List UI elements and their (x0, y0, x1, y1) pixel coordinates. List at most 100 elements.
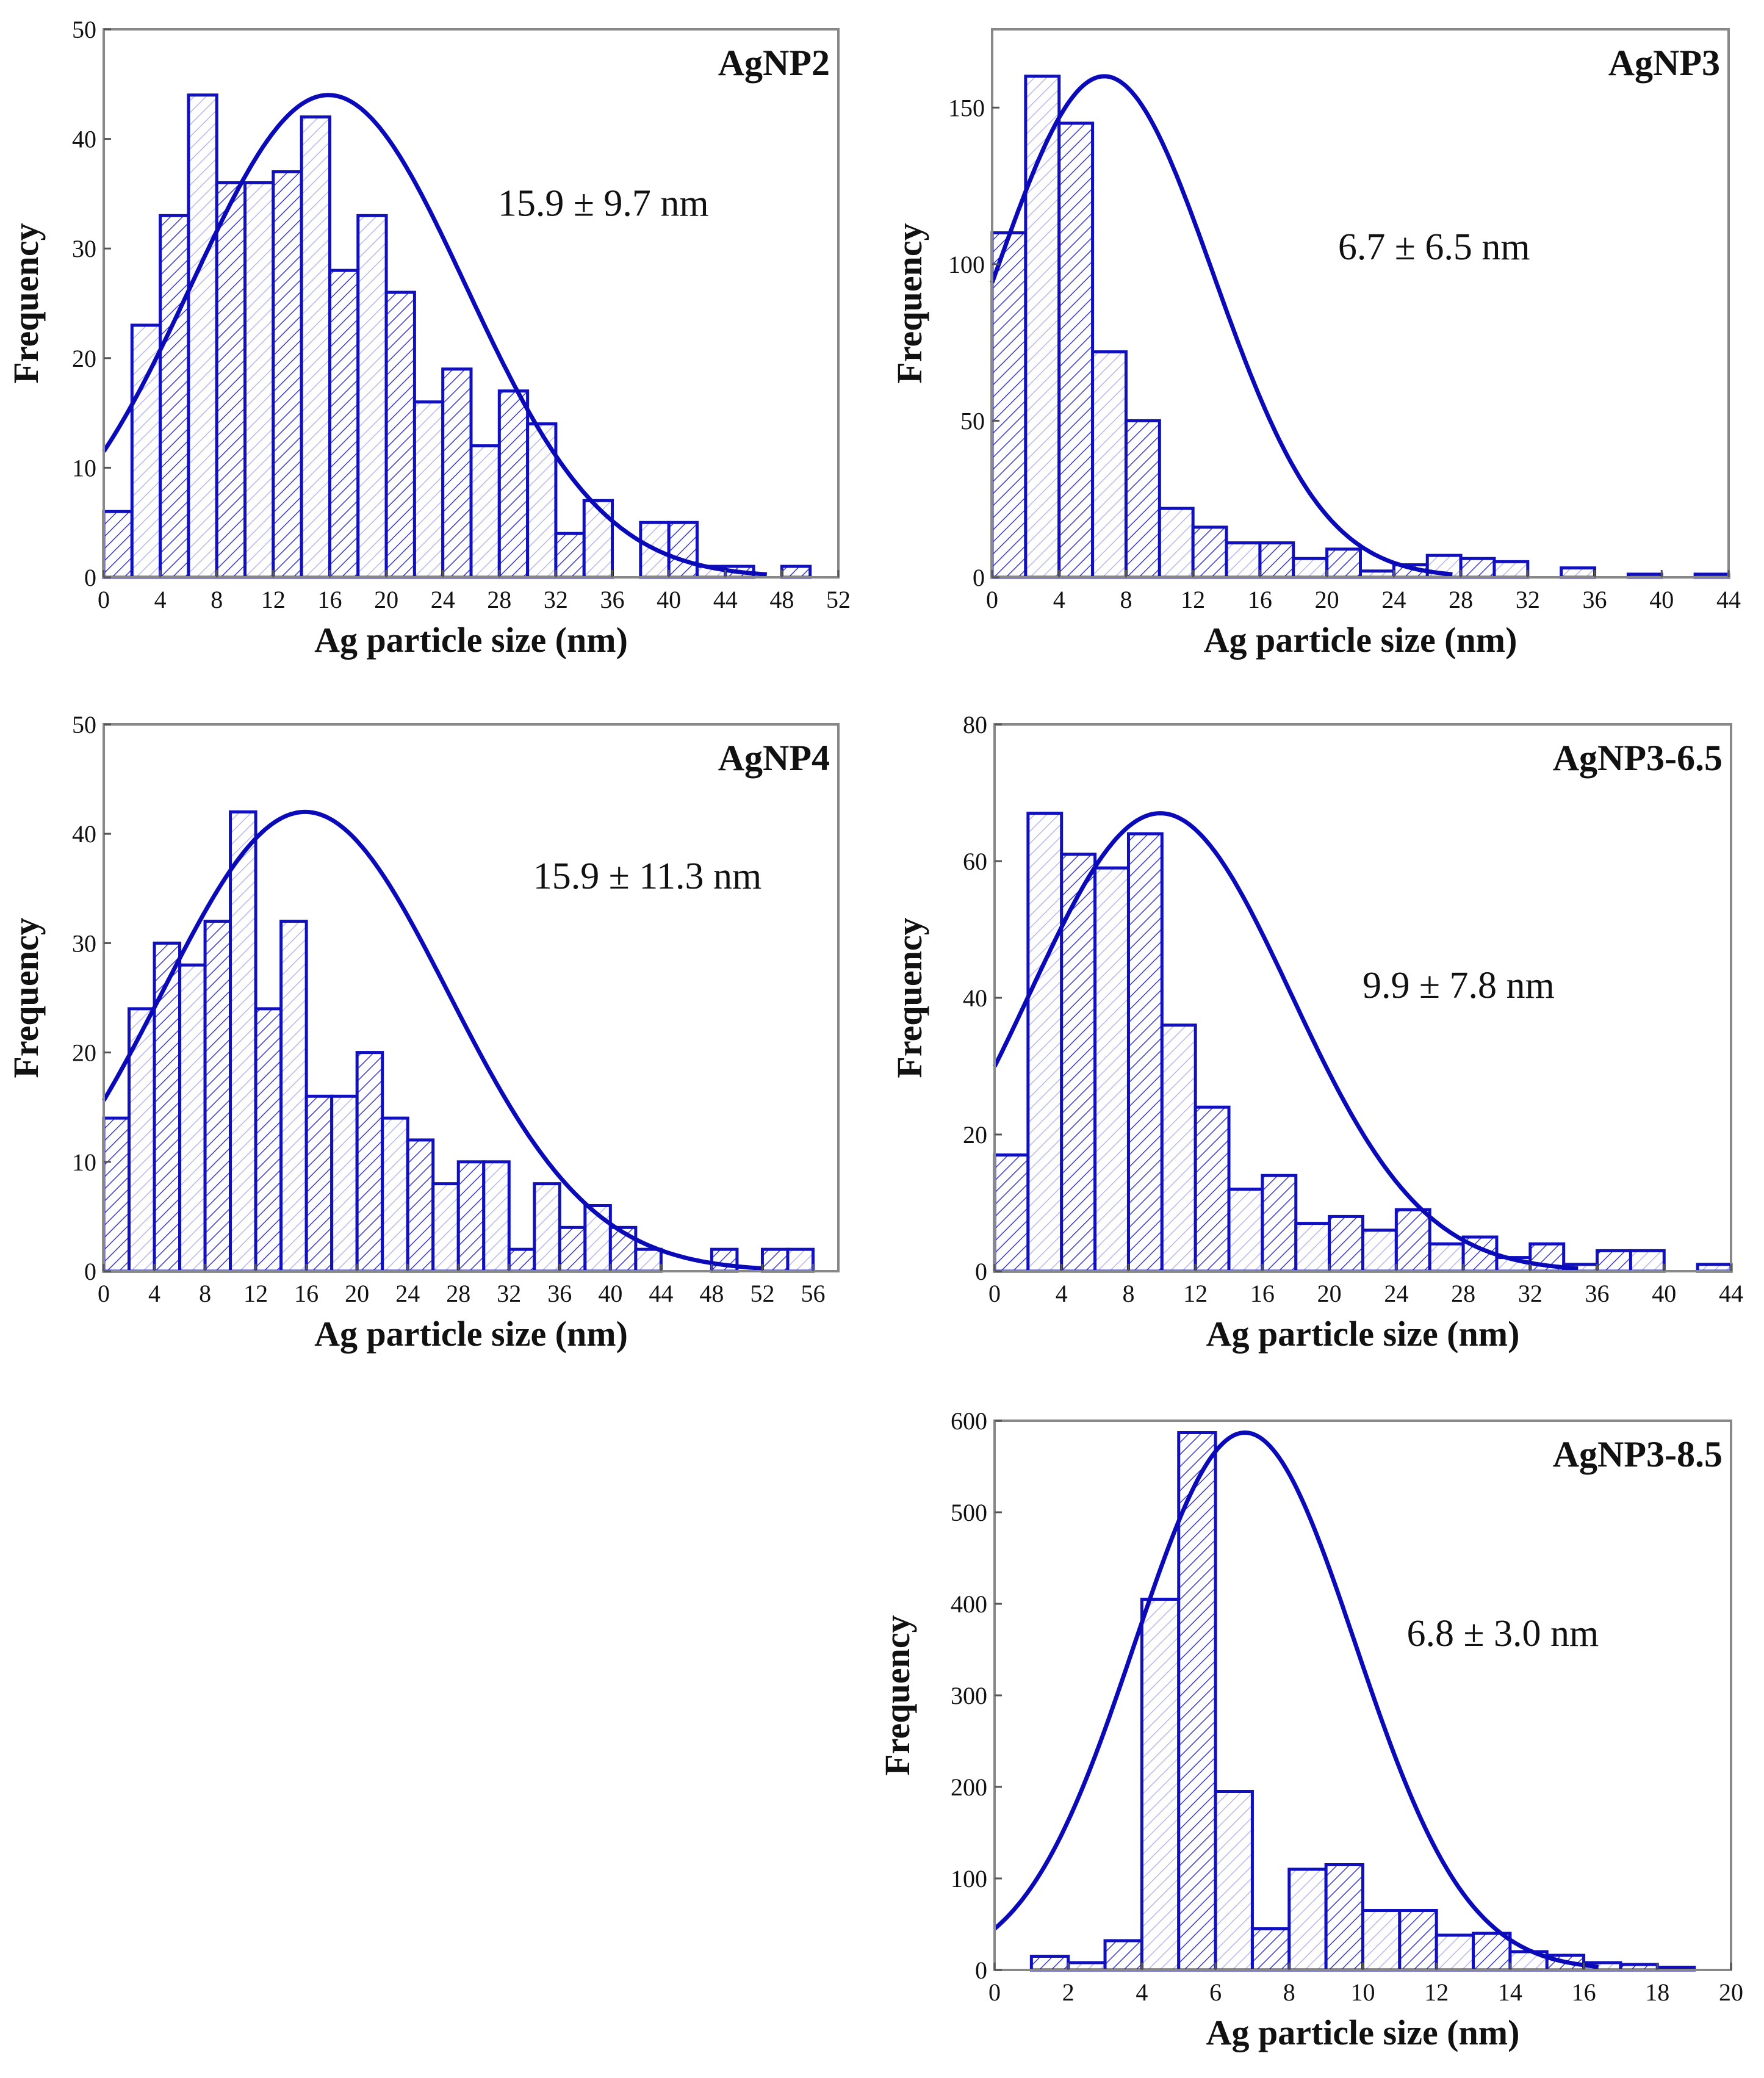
x-tick-label: 44 (1719, 1280, 1743, 1307)
bar (279, 920, 308, 1273)
x-tick-label: 20 (1317, 1280, 1342, 1307)
bar (128, 1007, 156, 1273)
x-tick-label: 12 (1183, 1280, 1208, 1307)
x-tick-label: 10 (1351, 1979, 1375, 2006)
x-axis-label: Ag particle size (nm) (1206, 1314, 1520, 1354)
bar (1225, 541, 1262, 579)
y-tick-label: 10 (72, 454, 96, 482)
bar (667, 521, 699, 579)
mean-sd-annotation: 15.9 ± 9.7 nm (498, 182, 709, 224)
y-tick-label: 0 (973, 564, 985, 591)
x-tick-label: 14 (1498, 1979, 1522, 2006)
x-tick-label: 16 (1250, 1280, 1275, 1307)
x-tick-label: 40 (1649, 586, 1674, 613)
x-tick-label: 44 (1716, 586, 1741, 613)
bar (1157, 507, 1195, 579)
bar (229, 810, 257, 1273)
x-tick-label: 48 (699, 1280, 724, 1307)
bar (1394, 1208, 1431, 1273)
x-tick-label: 4 (148, 1280, 160, 1307)
bar (469, 444, 501, 579)
bar (990, 231, 1028, 579)
plot-frame (991, 28, 1730, 579)
bar (300, 115, 331, 579)
chart-title: AgNP3-8.5 (1553, 1434, 1723, 1474)
bar (243, 181, 275, 579)
x-tick-label: 40 (598, 1280, 622, 1307)
x-tick-label: 52 (750, 1280, 774, 1307)
x-tick-label: 4 (1136, 1979, 1148, 2006)
x-tick-label: 32 (1518, 1280, 1543, 1307)
x-tick-label: 36 (600, 586, 625, 613)
x-tick-label: 16 (317, 586, 342, 613)
bar (634, 1247, 663, 1273)
x-tick-label: 0 (986, 586, 998, 613)
bar (1287, 1867, 1328, 1972)
bar (187, 93, 218, 579)
y-tick-label: 400 (951, 1590, 987, 1618)
bar (1124, 419, 1161, 579)
mean-sd-annotation: 6.7 ± 6.5 nm (1338, 226, 1530, 268)
y-tick-label: 200 (951, 1773, 987, 1801)
x-tick-label: 4 (1056, 1280, 1068, 1307)
x-axis-label: Ag particle size (nm) (314, 1314, 628, 1354)
x-tick-label: 0 (988, 1280, 1001, 1307)
bar (1057, 121, 1095, 579)
y-tick-label: 0 (84, 1258, 96, 1285)
x-tick-label: 0 (988, 1979, 1001, 2006)
bar (328, 269, 360, 579)
gaussian-fit-curve (990, 74, 1453, 577)
y-tick-label: 30 (72, 929, 96, 957)
y-tick-label: 100 (948, 251, 985, 278)
y-tick-label: 80 (963, 711, 987, 738)
y-tick-label: 40 (72, 820, 96, 848)
bar (1126, 832, 1164, 1273)
gaussian-fit-curve (992, 811, 1579, 1271)
x-tick-label: 4 (1053, 586, 1065, 613)
y-tick-label: 300 (951, 1682, 987, 1709)
x-tick-label: 28 (1451, 1280, 1475, 1307)
bar (1472, 1932, 1512, 1972)
bar (1026, 812, 1064, 1273)
bar (381, 1116, 409, 1273)
y-tick-label: 20 (963, 1121, 987, 1149)
bar (1258, 541, 1295, 579)
y-tick-label: 20 (72, 1039, 96, 1067)
bar (1250, 1927, 1291, 1972)
bar (272, 170, 303, 579)
x-axis-label: Ag particle size (nm) (1204, 620, 1517, 660)
x-tick-label: 36 (547, 1280, 572, 1307)
bar (558, 1225, 587, 1273)
bar (159, 214, 190, 579)
gaussian-fit-curve (993, 1430, 1599, 1969)
x-tick-label: 28 (487, 586, 511, 613)
bar (1214, 1790, 1254, 1972)
x-tick-label: 28 (1449, 586, 1473, 613)
y-tick-label: 30 (72, 235, 96, 262)
y-axis-label: Frequency (890, 917, 929, 1078)
y-tick-label: 0 (975, 1957, 987, 1984)
x-tick-label: 8 (1283, 1979, 1295, 2006)
x-tick-label: 16 (1572, 1979, 1596, 2006)
plot-frame (103, 28, 840, 579)
bar (1093, 866, 1130, 1273)
bar (1492, 560, 1530, 579)
y-tick-label: 500 (951, 1499, 987, 1526)
bar (1227, 1188, 1264, 1273)
x-axis-label: Ag particle size (nm) (314, 620, 628, 660)
x-tick-label: 40 (657, 586, 681, 613)
x-tick-label: 8 (1122, 1280, 1134, 1307)
x-tick-label: 8 (199, 1280, 211, 1307)
bar (482, 1160, 511, 1273)
bar (1160, 1023, 1197, 1273)
bar (384, 290, 416, 579)
bar (507, 1247, 536, 1273)
chart-agnp3-6.5: 0 4 8 12 16 20 24 28 32 36 40 44 0 20 40 60 80 Ag particl… (890, 711, 1743, 1354)
x-tick-label: 40 (1652, 1280, 1676, 1307)
bar (1560, 566, 1597, 579)
bar (1361, 1909, 1402, 1972)
x-tick-label: 28 (446, 1280, 470, 1307)
